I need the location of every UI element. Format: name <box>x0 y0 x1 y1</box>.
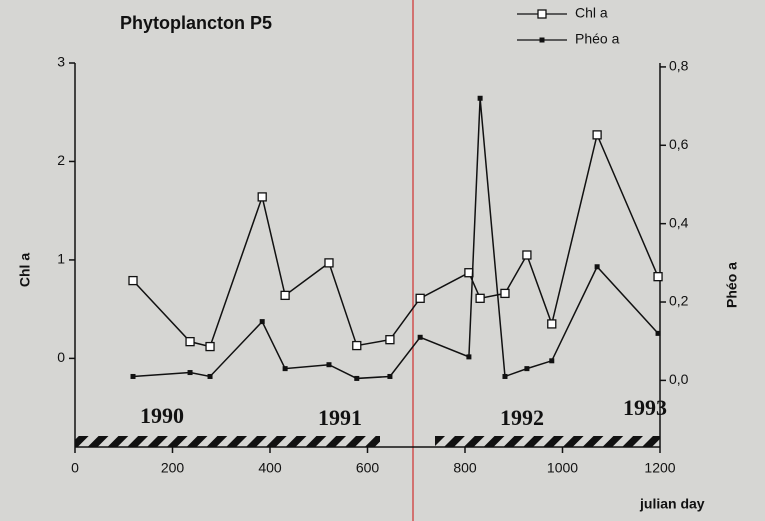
data-point <box>207 373 213 379</box>
data-point <box>354 375 360 381</box>
year-label: 1991 <box>318 405 362 430</box>
y2-tick-label: 0,2 <box>669 293 689 309</box>
data-point <box>259 319 265 325</box>
data-point <box>475 293 485 303</box>
data-point <box>466 354 472 360</box>
data-point <box>387 373 393 379</box>
series-line <box>132 98 659 380</box>
data-point <box>130 373 136 379</box>
data-point <box>257 192 267 202</box>
data-point <box>477 95 483 101</box>
data-point <box>385 335 395 345</box>
data-point <box>502 373 508 379</box>
legend-marker <box>537 9 547 19</box>
chart-title: Phytoplancton P5 <box>120 13 272 33</box>
x-tick-label: 1000 <box>547 460 578 476</box>
year-label: 1990 <box>140 403 184 428</box>
data-point <box>524 366 530 372</box>
data-point <box>185 336 195 347</box>
y-tick-label: 0 <box>57 349 65 365</box>
data-point <box>187 370 193 376</box>
legend-marker <box>539 37 545 43</box>
data-point <box>592 130 602 140</box>
data-point <box>522 250 532 260</box>
series-line <box>132 132 659 348</box>
legend-label: Phéo a <box>575 31 620 47</box>
y-tick-label: 1 <box>57 251 65 267</box>
y2-tick-label: 0,8 <box>669 58 689 74</box>
y2-axis-label: Phéo a <box>724 262 740 308</box>
data-point <box>655 330 661 336</box>
hatched-band <box>435 436 660 447</box>
y-tick-label: 3 <box>57 54 65 70</box>
data-point <box>326 362 332 368</box>
hatched-band <box>75 436 380 447</box>
data-point <box>417 334 423 340</box>
data-point <box>280 290 290 301</box>
x-tick-label: 0 <box>71 460 79 476</box>
y2-tick-label: 0,6 <box>669 136 689 152</box>
data-point <box>653 272 663 282</box>
data-point <box>500 288 510 299</box>
x-tick-label: 800 <box>453 460 477 476</box>
data-point <box>547 319 557 329</box>
data-point <box>205 341 215 352</box>
data-point <box>594 264 600 270</box>
data-point <box>282 366 288 372</box>
y-axis-label: Chl a <box>17 253 33 287</box>
x-axis-label: julian day <box>639 496 705 512</box>
data-point <box>128 275 138 286</box>
y-tick-label: 2 <box>57 152 65 168</box>
legend-label: Chl a <box>575 5 608 21</box>
x-tick-label: 600 <box>356 460 380 476</box>
year-label: 1992 <box>500 405 544 430</box>
data-point <box>324 258 334 268</box>
x-tick-label: 200 <box>161 460 185 476</box>
data-point <box>352 340 362 351</box>
y2-tick-label: 0,4 <box>669 214 689 230</box>
data-point <box>549 358 555 364</box>
data-point <box>415 293 425 303</box>
x-tick-label: 1200 <box>644 460 675 476</box>
x-tick-label: 400 <box>258 460 282 476</box>
y2-tick-label: 0,0 <box>669 371 689 387</box>
